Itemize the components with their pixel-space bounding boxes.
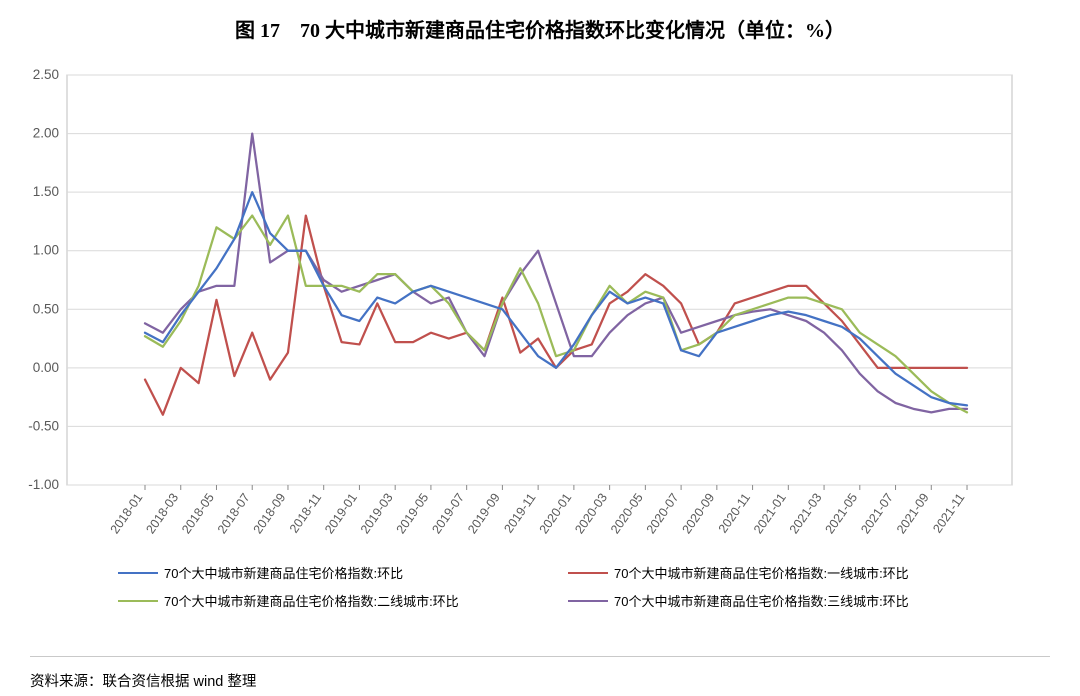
svg-text:2018-03: 2018-03 — [143, 491, 181, 537]
svg-text:2018-09: 2018-09 — [251, 491, 289, 537]
svg-text:2021-11: 2021-11 — [930, 491, 967, 536]
svg-text:2020-01: 2020-01 — [537, 491, 575, 537]
svg-text:2020-05: 2020-05 — [608, 491, 646, 537]
svg-text:2020-07: 2020-07 — [644, 491, 682, 537]
svg-text:2021-01: 2021-01 — [751, 491, 789, 537]
svg-text:2019-07: 2019-07 — [429, 491, 467, 537]
svg-text:2018-07: 2018-07 — [215, 491, 253, 537]
svg-text:-0.50: -0.50 — [28, 418, 59, 433]
svg-text:2019-05: 2019-05 — [394, 491, 432, 537]
svg-text:2021-03: 2021-03 — [787, 491, 825, 537]
svg-text:2019-03: 2019-03 — [358, 491, 396, 537]
svg-text:2.50: 2.50 — [33, 67, 59, 82]
svg-text:2018-11: 2018-11 — [287, 491, 324, 536]
svg-text:2019-11: 2019-11 — [501, 491, 538, 536]
svg-text:2020-03: 2020-03 — [572, 491, 610, 537]
svg-text:1.00: 1.00 — [33, 243, 59, 258]
svg-text:0.50: 0.50 — [33, 301, 59, 316]
svg-text:2019-01: 2019-01 — [322, 491, 360, 537]
svg-text:1.50: 1.50 — [33, 184, 59, 199]
svg-text:2021-09: 2021-09 — [894, 491, 932, 537]
svg-text:2020-11: 2020-11 — [716, 491, 753, 536]
svg-text:2019-09: 2019-09 — [465, 491, 503, 537]
svg-text:2018-01: 2018-01 — [108, 491, 146, 537]
svg-text:2021-05: 2021-05 — [822, 491, 860, 537]
svg-text:2020-09: 2020-09 — [680, 491, 718, 537]
svg-text:2.00: 2.00 — [33, 126, 59, 141]
svg-text:0.00: 0.00 — [33, 360, 59, 375]
svg-text:2021-07: 2021-07 — [858, 491, 896, 537]
svg-text:2018-05: 2018-05 — [179, 491, 217, 537]
svg-text:-1.00: -1.00 — [28, 477, 59, 492]
